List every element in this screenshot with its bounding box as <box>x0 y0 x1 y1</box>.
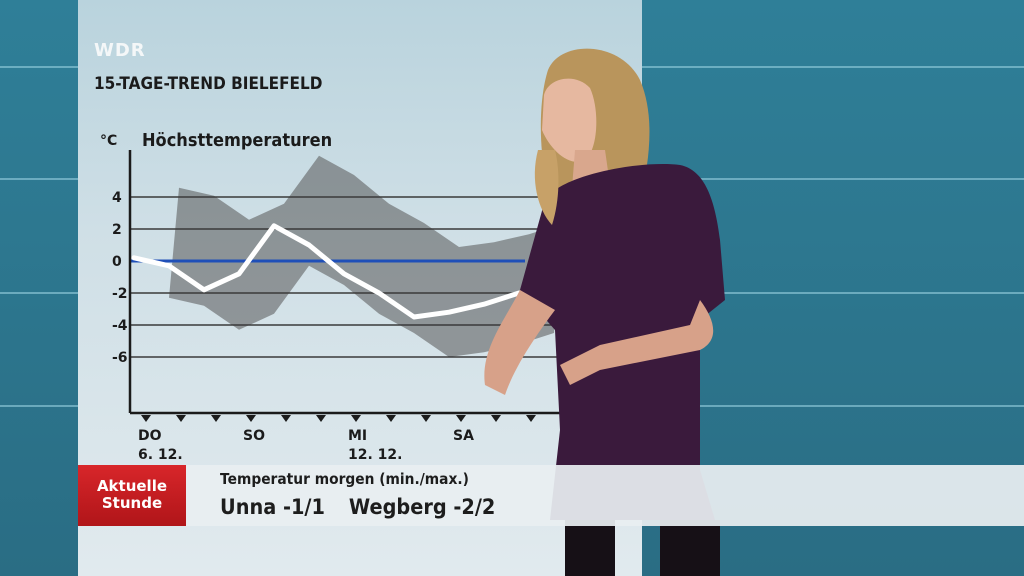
program-logo-line1: Aktuelle <box>96 477 168 495</box>
program-logo: Aktuelle Stunde <box>78 465 186 526</box>
temperature-series-line <box>131 223 522 320</box>
unit-label: °C <box>100 133 118 149</box>
x-tick-marker <box>491 415 501 422</box>
x-tick-marker <box>211 415 221 422</box>
x-tick-marker <box>316 415 326 422</box>
x-tick-marker <box>526 415 536 422</box>
y-tick-label: -6 <box>112 350 128 366</box>
x-tick-marker <box>176 415 186 422</box>
background-left <box>0 0 78 576</box>
x-tick-marker <box>141 415 151 422</box>
x-tick-marker <box>281 415 291 422</box>
x-tick-marker <box>386 415 396 422</box>
y-tick-label: 2 <box>112 222 122 238</box>
x-tick-day: SA <box>453 428 474 444</box>
y-tick-label: 0 <box>112 254 122 270</box>
y-tick-label: -2 <box>112 286 128 302</box>
x-tick-marker <box>456 415 466 422</box>
ticker-label: Temperatur morgen (min./max.) <box>220 470 469 488</box>
chart-title: Höchsttemperaturen <box>142 130 333 151</box>
ticker-values: Unna -1/1 Wegberg -2/2 <box>220 495 495 519</box>
chart-axes: 4 2 0 -2 -4 -6 DO 6. 12. SO MI 12. 12. SA <box>112 150 560 463</box>
x-tick-date: 12. 12. <box>348 447 402 463</box>
y-tick-label: 4 <box>112 190 122 206</box>
y-tick-label: -4 <box>112 318 128 334</box>
ticker-city-1: Unna -1/1 <box>220 495 325 519</box>
x-tick-date: 6. 12. <box>138 447 183 463</box>
program-logo-line2: Stunde <box>101 494 163 512</box>
x-tick-marker <box>246 415 256 422</box>
news-ticker-bar <box>78 465 1024 526</box>
forecast-title: 15-TAGE-TREND BIELEFELD <box>94 74 323 94</box>
x-tick-marker <box>351 415 361 422</box>
x-tick-day: SO <box>243 428 265 444</box>
broadcaster-logo: WDR <box>94 40 146 61</box>
x-tick-day: DO <box>138 428 162 444</box>
x-tick-marker <box>421 415 431 422</box>
x-tick-day: MI <box>348 428 367 444</box>
ticker-city-2: Wegberg -2/2 <box>348 495 496 519</box>
